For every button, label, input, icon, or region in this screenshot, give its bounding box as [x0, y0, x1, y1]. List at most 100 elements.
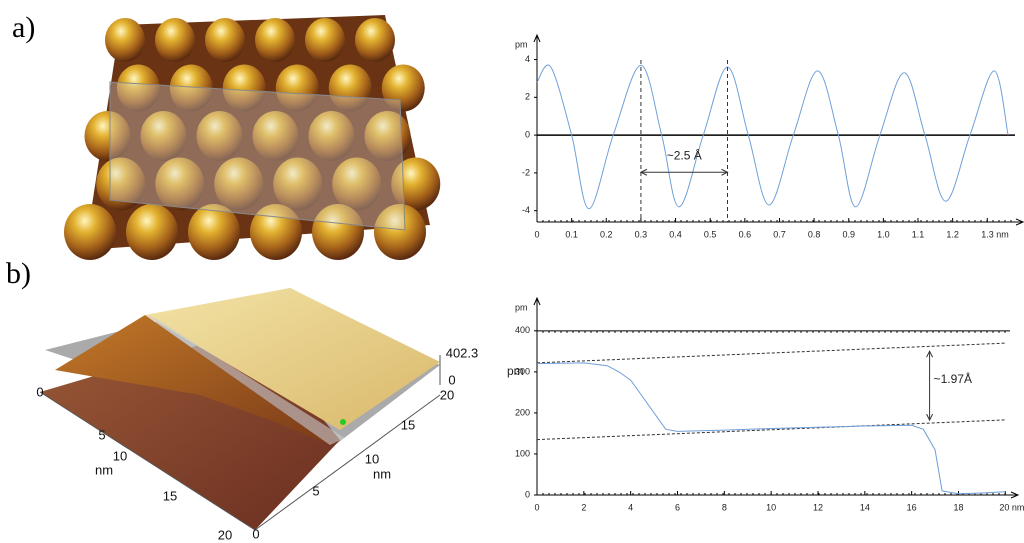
- x-tick-label: 1.3 nm: [981, 229, 1009, 239]
- surface-axis-label: 10: [365, 451, 379, 466]
- surface-bump: [328, 64, 372, 112]
- surface-bump: [196, 111, 243, 161]
- y-tick-label: 300: [515, 366, 530, 376]
- data-line: [536, 64, 1009, 210]
- marker-dot: [340, 419, 346, 425]
- surface-bump: [255, 18, 295, 62]
- surface-bump: [64, 204, 116, 260]
- surface-bump: [188, 204, 240, 260]
- surface-bump: [273, 157, 323, 211]
- surface-bump: [155, 18, 195, 62]
- x-tick-label: 4: [628, 502, 633, 512]
- y-tick-label: -2: [522, 167, 530, 177]
- reference-line: [536, 342, 1006, 364]
- panel-label: a): [12, 11, 35, 44]
- surface-bump: [105, 18, 145, 62]
- annotation: ~1.97Å: [934, 371, 972, 386]
- y-tick-label: 100: [515, 448, 530, 458]
- data-line: [536, 362, 1006, 495]
- panel-label: b): [6, 257, 31, 290]
- x-tick-label: 1.0: [877, 229, 890, 239]
- x-tick-label: 14: [860, 502, 870, 512]
- y-tick-label: 200: [515, 407, 530, 417]
- x-tick-label: 0: [534, 229, 539, 239]
- arrow-head: [639, 168, 729, 176]
- surface-axis-label: 20: [218, 527, 232, 542]
- x-tick-label: 16: [907, 502, 917, 512]
- cut-plane: [109, 81, 406, 231]
- surface-bump: [155, 157, 205, 211]
- y-tick-label: 0: [525, 489, 530, 499]
- y-unit-label: pm: [507, 364, 524, 378]
- surface-image-a: [64, 15, 441, 260]
- surface-axis-label: nm: [373, 466, 391, 481]
- arrow-head: [926, 350, 934, 422]
- axis: [254, 394, 441, 531]
- x-tick-label: 0.2: [600, 229, 613, 239]
- surface-bump: [126, 204, 178, 260]
- x-tick-label: 0.1: [565, 229, 578, 239]
- axis-arrow: [533, 33, 541, 43]
- axis-arrow: [1010, 491, 1020, 499]
- surface-bump: [205, 18, 245, 62]
- surface-bump: [96, 157, 146, 211]
- x-tick-label: 0.9: [842, 229, 855, 239]
- surface-bump: [355, 18, 395, 62]
- surface-bump: [140, 111, 187, 161]
- x-tick-label: 20 nm: [999, 502, 1024, 512]
- y-tick-label: 4: [525, 54, 530, 64]
- x-tick-label: 6: [675, 502, 680, 512]
- surface-axis-label: 10: [113, 448, 127, 463]
- surface-terrace: [55, 315, 330, 445]
- axis-arrow: [533, 296, 541, 306]
- x-tick-label: 1.2: [946, 229, 959, 239]
- surface-bump: [252, 111, 299, 161]
- x-tick-label: 2: [581, 502, 586, 512]
- x-tick-label: 0.5: [704, 229, 717, 239]
- surface-bump: [374, 204, 426, 260]
- surface-axis-label: 5: [312, 483, 319, 498]
- x-tick-label: 1.1: [912, 229, 925, 239]
- surface-terrace: [145, 288, 440, 430]
- surface-bump: [275, 64, 319, 112]
- surface-bump: [169, 64, 213, 112]
- surface-axis-label: 15: [163, 488, 177, 503]
- x-tick-label: 0.3: [635, 229, 648, 239]
- surface-axis-label: 15: [401, 417, 415, 432]
- x-tick-label: 10: [766, 502, 776, 512]
- y-tick-label: 400: [515, 325, 530, 335]
- y-tick-label: -4: [522, 205, 530, 215]
- x-tick-label: 18: [953, 502, 963, 512]
- surface-bump: [116, 64, 160, 112]
- x-tick-label: 0.7: [773, 229, 786, 239]
- x-tick-label: 0: [534, 502, 539, 512]
- surface-bump: [222, 64, 266, 112]
- y-axis-label: pm: [515, 302, 528, 312]
- surface-bump: [308, 111, 355, 161]
- y-tick-label: 2: [525, 92, 530, 102]
- surface-axis-label: 5: [98, 427, 105, 442]
- y-axis-label: pm: [515, 39, 528, 49]
- axis: [39, 391, 256, 531]
- surface-axis-label: 402.3: [446, 345, 479, 360]
- x-tick-label: 0.8: [808, 229, 821, 239]
- x-tick-label: 0.6: [739, 229, 752, 239]
- reference-line: [536, 419, 1006, 441]
- surface-axis-label: 0: [448, 372, 455, 387]
- cut-plane: [145, 315, 345, 445]
- surface-bump: [312, 204, 364, 260]
- annotation: ~2.5 Å: [667, 147, 702, 162]
- x-tick-label: 12: [813, 502, 823, 512]
- surface-bump: [332, 157, 382, 211]
- surface-bump: [305, 18, 345, 62]
- surface-bump: [84, 111, 131, 161]
- surface-axis-label: 0: [36, 384, 43, 399]
- axis-arrow: [1015, 218, 1024, 226]
- surface-axis-label: 0: [252, 526, 259, 541]
- surface-image-b: [39, 288, 441, 531]
- x-tick-label: 0.4: [669, 229, 682, 239]
- y-tick-label: 0: [525, 129, 530, 139]
- surface-bump: [364, 111, 411, 161]
